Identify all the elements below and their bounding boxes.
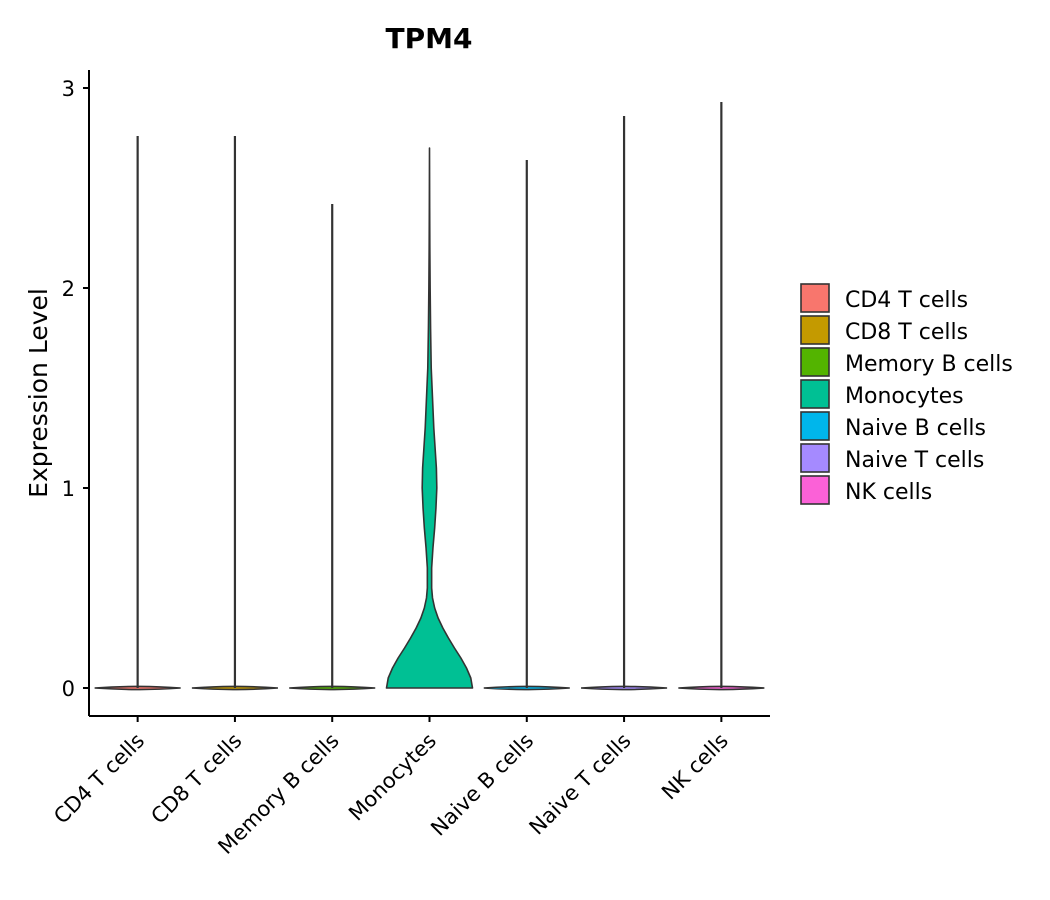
x-tick-label: CD8 T cells (146, 729, 246, 829)
legend-swatch (800, 443, 830, 473)
legend-label: Naive T cells (845, 448, 984, 473)
y-tick-label: 2 (62, 277, 75, 301)
violin-group (678, 102, 765, 691)
legend-item: CD8 T cells (800, 315, 968, 345)
x-tick-label: NK cells (657, 729, 733, 805)
legend-label: CD4 T cells (845, 288, 968, 313)
x-tick-label: Monocytes (344, 729, 441, 826)
legend-swatch (800, 475, 830, 505)
legend-label: Monocytes (845, 384, 964, 409)
violin-group (483, 160, 570, 691)
chart-title: TPM4 (386, 22, 473, 55)
x-tick-label: Naive T cells (525, 729, 636, 840)
y-tick-label: 3 (62, 77, 75, 101)
legend-item: NK cells (800, 475, 932, 505)
violin-group (289, 204, 376, 691)
violin-group (581, 116, 668, 691)
y-tick-label: 0 (62, 677, 75, 701)
legend-swatch (800, 315, 830, 345)
y-axis-label: Expression Level (24, 288, 53, 498)
violin-group (385, 147, 474, 689)
y-tick-label: 1 (62, 477, 75, 501)
violin-group (191, 136, 278, 691)
legend-label: NK cells (845, 480, 932, 505)
legend: CD4 T cells CD8 T cells Memory B cells Mono… (800, 283, 1013, 505)
legend-item: Monocytes (800, 379, 964, 409)
legend-swatch (800, 283, 830, 313)
plot-area (94, 102, 765, 691)
legend-item: Naive B cells (800, 411, 986, 441)
legend-item: Naive T cells (800, 443, 984, 473)
violin-shape (385, 147, 474, 689)
x-tick-label: Naive B cells (426, 729, 538, 841)
legend-item: CD4 T cells (800, 283, 968, 313)
legend-label: Memory B cells (845, 352, 1013, 377)
x-tick-label: CD4 T cells (49, 729, 149, 829)
violin-group (94, 136, 181, 691)
legend-item: Memory B cells (800, 347, 1013, 377)
legend-swatch (800, 347, 830, 377)
legend-label: Naive B cells (845, 416, 986, 441)
legend-label: CD8 T cells (845, 320, 968, 345)
legend-swatch (800, 411, 830, 441)
legend-swatch (800, 379, 830, 409)
